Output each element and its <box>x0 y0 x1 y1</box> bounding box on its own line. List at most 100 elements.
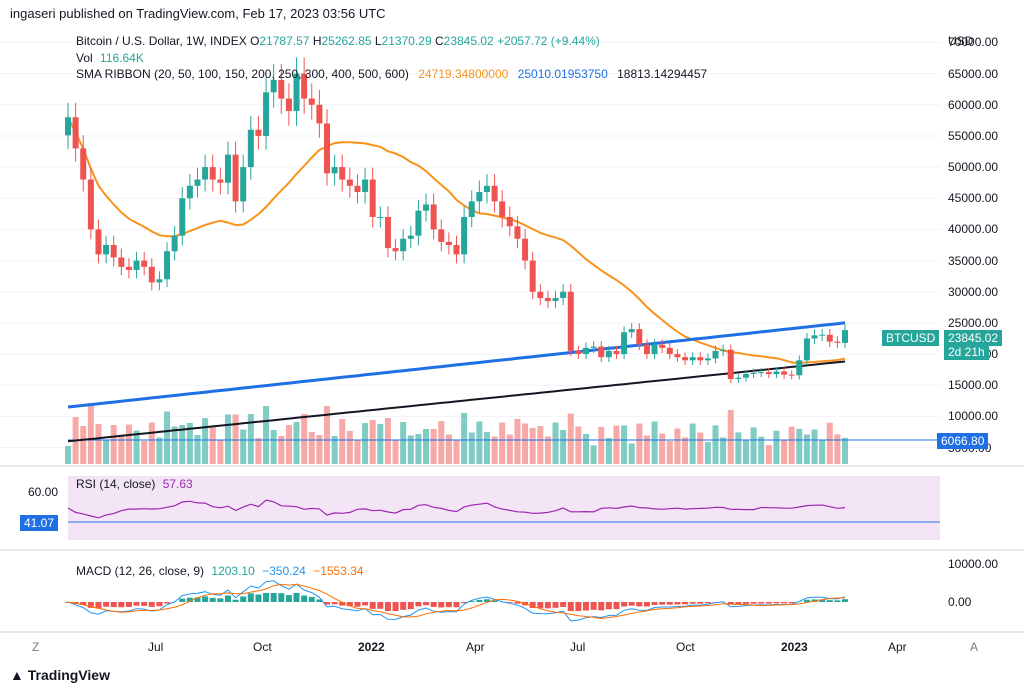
candle-body <box>110 245 117 258</box>
candle-body <box>567 291 574 351</box>
rsi-label: RSI (14, close) <box>76 477 156 491</box>
candle-body <box>133 260 140 270</box>
candle-body <box>643 344 650 355</box>
volume-bar <box>742 440 749 464</box>
macd-histogram-bar <box>179 598 186 602</box>
rsi-level-label: 60.00 <box>28 485 59 499</box>
candle-body <box>704 358 711 361</box>
macd-histogram-bar <box>80 602 87 605</box>
volume-bar <box>270 430 277 464</box>
macd-histogram-bar <box>674 602 681 605</box>
macd-histogram-bar <box>666 602 673 605</box>
candle-body <box>560 291 567 298</box>
volume-bar <box>560 430 567 464</box>
macd-tick-zero: 0.00 <box>948 595 972 609</box>
candle-body <box>758 372 765 374</box>
sma-ribbon <box>67 116 846 443</box>
macd-histogram-bar <box>148 602 155 607</box>
candle-body <box>735 377 742 379</box>
volume-bar <box>118 435 125 464</box>
ohlc-change: +2057.72 (+9.44%) <box>497 34 600 48</box>
volume-bar <box>125 424 132 464</box>
candle-body <box>720 349 727 351</box>
candle-body <box>247 129 254 168</box>
macd-histogram-bar <box>103 602 110 607</box>
macd-histogram-bar <box>423 602 430 606</box>
volume-bar <box>628 443 635 464</box>
volume-bar <box>483 432 490 464</box>
volume-bar <box>354 440 361 464</box>
volume-bar <box>522 423 529 464</box>
candle-body <box>742 374 749 378</box>
macd-histogram-bar <box>560 602 567 607</box>
volume-bar <box>697 432 704 464</box>
macd-histogram-bar <box>133 602 140 606</box>
candle-body <box>423 204 430 211</box>
time-tick: Oct <box>253 640 272 654</box>
time-tick: Oct <box>676 640 695 654</box>
candle-body <box>590 346 597 348</box>
volume-bar <box>781 439 788 464</box>
candle-body <box>400 238 407 252</box>
candle-body <box>217 179 224 183</box>
volume-bar <box>796 428 803 464</box>
macd-histogram-bar <box>118 602 125 608</box>
volume-bar <box>285 425 292 464</box>
candle-body <box>209 167 216 180</box>
volume-bar <box>575 426 582 464</box>
candle-body <box>339 167 346 180</box>
ohlc-close-label: C <box>434 34 444 48</box>
volume-bar <box>415 434 422 464</box>
candle-body <box>72 117 79 149</box>
volume-bar <box>735 432 742 464</box>
volume-bar <box>758 436 765 464</box>
macd-histogram-bar <box>217 598 224 602</box>
candle-body <box>438 229 445 242</box>
macd-histogram-bar <box>651 602 658 605</box>
volume-bar <box>773 430 780 464</box>
macd-pane <box>65 580 848 622</box>
symbol-legend: Bitcoin / U.S. Dollar, 1W, INDEX O21787.… <box>76 34 600 48</box>
macd-histogram-bar <box>468 601 475 602</box>
volume-bar <box>392 440 399 464</box>
volume-bar <box>811 429 818 464</box>
sma-value-black: 18813.14294457 <box>617 67 708 81</box>
volume-bar <box>423 429 430 464</box>
volume-bar <box>529 428 536 464</box>
macd-histogram-bar <box>156 602 163 607</box>
time-tick: Apr <box>888 640 907 654</box>
price-tick: 70000.00 <box>948 35 999 50</box>
publisher-caption: ingaseri published on TradingView.com, F… <box>10 6 386 21</box>
scale-button-left[interactable]: Z <box>32 640 40 654</box>
sma-value-orange: 24719.34800000 <box>418 67 509 81</box>
candle-body <box>522 238 529 261</box>
rsi-line <box>67 499 846 519</box>
candle-body <box>834 341 841 343</box>
volume-bar <box>301 414 308 464</box>
macd-histogram-bar <box>141 602 148 606</box>
volume-bar <box>133 430 140 464</box>
volume-bar <box>179 425 186 464</box>
volume-bars <box>65 403 940 464</box>
volume-bar <box>202 418 209 464</box>
candle-body <box>324 123 330 174</box>
macd-histogram-bar <box>384 602 391 611</box>
rsi-legend: RSI (14, close) 57.63 <box>76 477 193 491</box>
macd-tick-top: 10000.00 <box>948 557 999 571</box>
countdown-badge: 2d 21h <box>944 344 989 360</box>
symbol-title: Bitcoin / U.S. Dollar, 1W, INDEX <box>76 34 247 48</box>
time-tick: 2023 <box>781 640 808 654</box>
candle-body <box>164 251 171 280</box>
macd-histogram-bar <box>704 602 711 604</box>
scale-button-right[interactable]: A <box>970 640 979 654</box>
macd-histogram-bar <box>575 602 582 611</box>
macd-histogram-bar <box>285 595 292 602</box>
vol-value: 116.64K <box>100 51 144 65</box>
macd-histogram-bar <box>514 602 521 604</box>
candle-body <box>628 329 635 333</box>
candle-body <box>179 198 186 236</box>
candle-body <box>103 245 110 255</box>
candle-body <box>95 229 102 255</box>
candle-body <box>651 344 658 355</box>
